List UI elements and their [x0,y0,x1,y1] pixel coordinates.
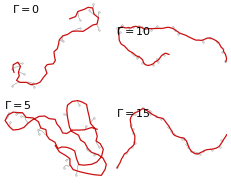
Text: $\Gamma=10$: $\Gamma=10$ [116,25,151,37]
Text: $\Gamma=15$: $\Gamma=15$ [116,107,150,119]
Text: $\Gamma=0$: $\Gamma=0$ [12,3,40,15]
Text: $\Gamma=5$: $\Gamma=5$ [4,99,32,111]
